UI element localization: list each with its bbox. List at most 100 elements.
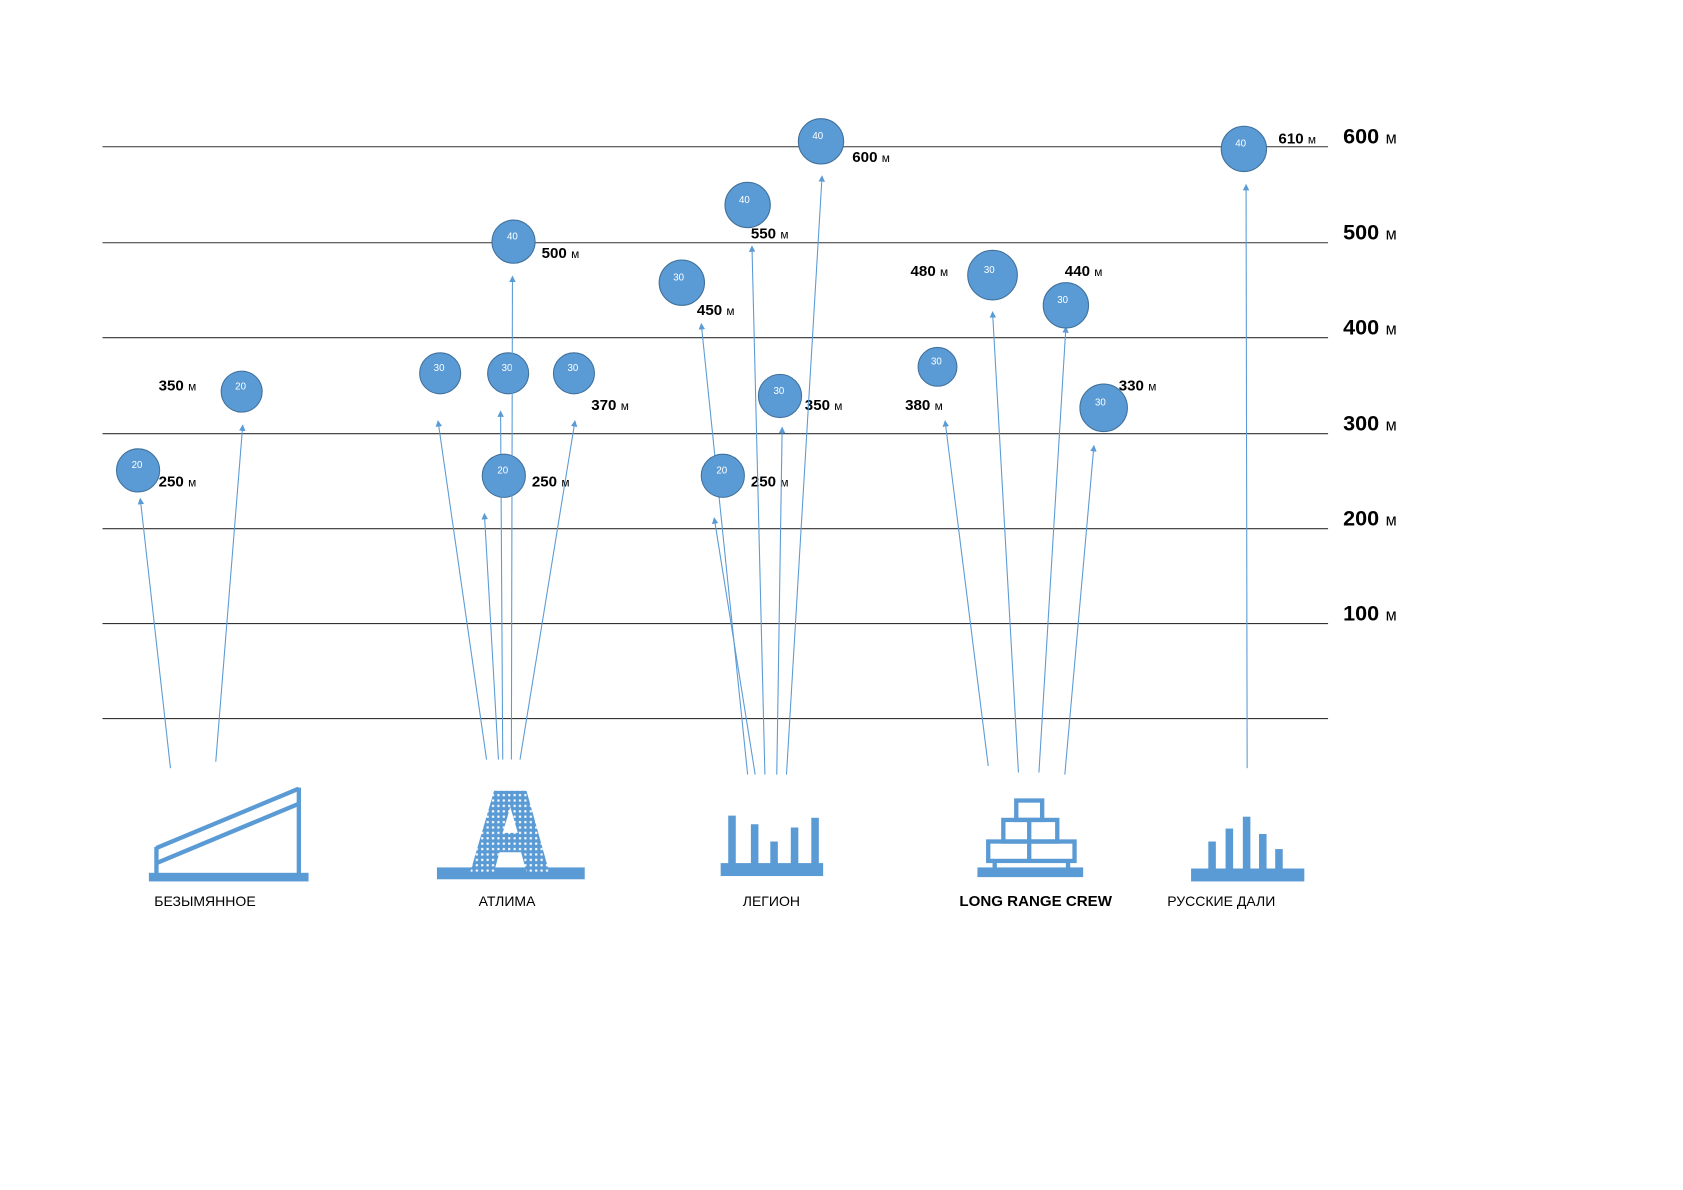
balloon-height: 350 м (805, 397, 843, 414)
level-value: 500 (1343, 220, 1379, 245)
level-label: 600 м (1343, 124, 1397, 149)
icon-russkie-dali (1191, 816, 1305, 882)
balloon (1220, 125, 1268, 173)
icon-bezymyannoe (148, 786, 309, 882)
balloon-height: 380 м (905, 397, 943, 414)
height-unit: м (1094, 265, 1102, 279)
icon-legion (720, 815, 824, 877)
arrow (1064, 444, 1097, 775)
arrow (748, 245, 766, 775)
balloon-height: 500 м (542, 245, 580, 262)
balloon (1042, 282, 1090, 329)
level-unit: м (1386, 416, 1397, 434)
balloon-height: 250 м (532, 474, 570, 491)
balloon-size: 30 (1095, 398, 1106, 409)
arrow (519, 420, 578, 760)
balloon-size: 20 (716, 466, 727, 477)
balloon (220, 370, 263, 413)
height-unit: м (882, 151, 890, 165)
height-unit: м (188, 380, 196, 394)
balloon-size: 20 (497, 466, 508, 477)
level-unit: м (1386, 606, 1397, 624)
balloon-size: 30 (567, 363, 578, 374)
arrow (1038, 326, 1069, 773)
balloon-size: 40 (739, 195, 750, 206)
level-label: 100 м (1343, 600, 1397, 625)
balloon-height: 330 м (1119, 378, 1157, 395)
balloon-height: 370 м (591, 397, 629, 414)
balloon-size: 30 (1057, 295, 1068, 306)
level-value: 400 (1343, 314, 1379, 339)
balloon-size: 30 (502, 363, 513, 374)
balloon-height: 480 м (911, 263, 949, 280)
balloon (658, 259, 706, 306)
height-unit: м (940, 265, 948, 279)
arrow (785, 175, 825, 775)
balloon-size: 20 (132, 460, 143, 471)
balloon-height: 250 м (751, 474, 789, 491)
arrow (509, 275, 516, 760)
level-unit: м (1386, 130, 1397, 148)
balloon (700, 453, 745, 498)
balloon (552, 352, 595, 395)
balloon (757, 373, 803, 419)
height-value: 330 (1119, 378, 1144, 395)
height-value: 380 (905, 397, 930, 414)
balloon (917, 346, 958, 387)
group-name: БЕЗЫМЯННОЕ (154, 893, 255, 909)
height-value: 250 (159, 474, 184, 491)
balloon-size: 30 (984, 265, 995, 276)
level-label: 500 м (1343, 220, 1397, 245)
height-unit: м (1308, 133, 1316, 147)
height-value: 370 (591, 397, 616, 414)
height-value: 350 (805, 397, 830, 414)
balloon-height: 610 м (1278, 131, 1316, 148)
level-label: 400 м (1343, 314, 1397, 339)
balloon-height: 600 м (852, 149, 890, 166)
group-name: ЛЕГИОН (743, 893, 800, 909)
balloon-height: 440 м (1065, 263, 1103, 280)
group-name: LONG RANGE CREW (959, 893, 1112, 910)
height-unit: м (1148, 380, 1156, 394)
balloon-size: 40 (1235, 139, 1246, 150)
height-value: 350 (159, 378, 184, 395)
balloon (487, 352, 530, 395)
balloon-size: 30 (673, 273, 684, 284)
arrow (481, 512, 499, 760)
level-unit: м (1386, 320, 1397, 338)
height-value: 610 (1278, 131, 1303, 148)
balloon (797, 118, 845, 165)
group-name: АТЛИМА (479, 893, 536, 909)
balloon-size: 30 (774, 386, 785, 397)
arrow (215, 424, 246, 762)
balloon (481, 453, 526, 498)
level-label: 200 м (1343, 505, 1397, 530)
balloon (491, 219, 536, 264)
level-value: 200 (1343, 505, 1379, 530)
level-label: 300 м (1343, 410, 1397, 435)
balloon-height: 250 м (159, 474, 197, 491)
arrow (698, 323, 749, 775)
arrow (137, 497, 171, 769)
balloon (967, 249, 1018, 301)
height-value: 500 (542, 245, 567, 262)
arrow (1242, 183, 1250, 769)
height-value: 440 (1065, 263, 1090, 280)
icon-atlima (436, 790, 585, 880)
height-unit: м (935, 399, 943, 413)
icons (102, 146, 1329, 882)
balloon-height: 550 м (751, 225, 789, 242)
balloon-height: 450 м (697, 302, 735, 319)
balloon (724, 181, 771, 229)
group-name: РУССКИЕ ДАЛИ (1167, 893, 1275, 909)
height-value: 480 (911, 263, 936, 280)
height-value: 250 (751, 474, 776, 491)
level-value: 600 (1343, 124, 1379, 149)
height-unit: м (780, 476, 788, 490)
level-value: 100 (1343, 600, 1379, 625)
balloon (419, 352, 462, 395)
height-unit: м (780, 227, 788, 241)
arrow (435, 420, 488, 760)
arrow (711, 517, 756, 775)
